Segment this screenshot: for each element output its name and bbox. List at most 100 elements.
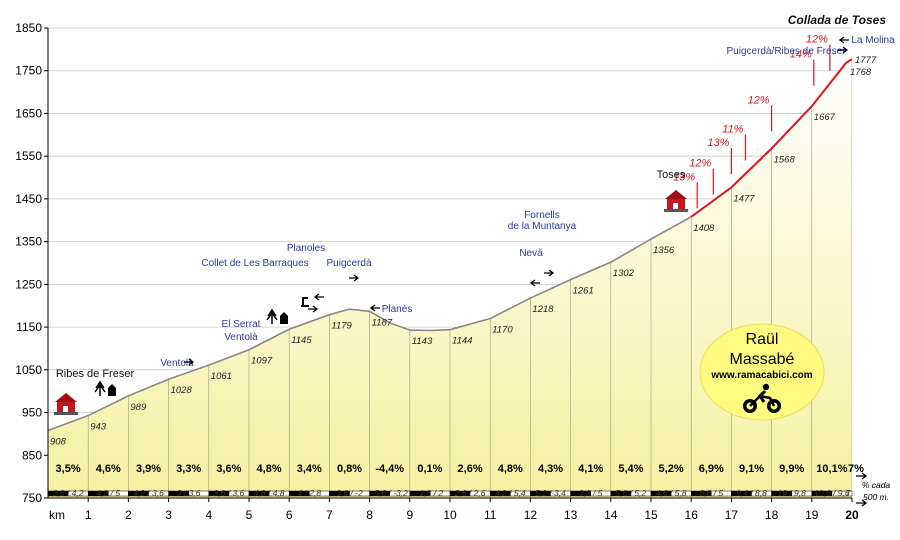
altitude-label: 1667 [814,112,836,123]
half-km-gradient: 3,2 / 5 [579,488,603,498]
altitude-label: 1145 [291,335,312,346]
campsite-icon [94,380,116,396]
steep-section-line [690,58,853,218]
half-km-gradient: 5,2 / 3,4 [535,488,566,498]
altitude-label: 1097 [251,356,273,367]
x-tick-label: 6 [286,508,293,522]
place-label: Ribes de Freser [56,368,135,380]
half-km-gradient: 4,2 / 5,4 [495,488,526,498]
place-arrow [529,279,540,287]
y-tick-label: 1650 [15,106,42,120]
x-tick-label: 12 [524,508,538,522]
ramp-label: 11% [722,123,743,135]
x-tick-label: 20 [845,508,859,522]
altitude-label: 1568 [774,154,796,165]
altitude-label: 1408 [693,223,715,234]
x-tick-label: 7 [326,508,333,522]
altitude-label: 1356 [653,245,675,256]
x-tick-label: 19 [805,508,819,522]
house-door [673,203,678,209]
segment-gradient: 4,8% [498,463,523,475]
ramp-label: 13% [707,137,729,149]
segment-gradient: 0,8% [337,463,362,475]
altitude-label: 1777 [855,55,877,66]
altitude-labels: 908 943 989 1028 1061 1097 1145 1179 1187 1143 114… [50,55,877,447]
y-tick-label: 1450 [15,192,42,206]
segment-gradient: 10,1% [816,463,847,475]
y-tick-label: 750 [22,491,42,505]
altitude-label: 1261 [573,286,594,297]
altitude-label: 1477 [733,193,755,204]
ramp-label: 12% [748,94,770,106]
house-base [664,209,688,212]
y-tick-label: 1350 [15,235,42,249]
x-tick-label: 3 [165,508,172,522]
half-km-gradient: 3,6 / 3,6 [214,488,245,498]
half-km-gradient: 5,6 / 5,2 [616,488,647,498]
tree [266,308,278,324]
altitude-label: 1144 [452,336,472,347]
half-km-note: 500 m. [863,492,889,502]
place-arrow [313,293,324,301]
note-arrow [856,472,868,480]
place-label: Planoles [287,243,325,254]
x-tick-label: 10 [443,508,457,522]
tree [94,380,106,396]
x-tick-label: 2 [125,508,132,522]
half-km-gradient: -1,8 / 2 [417,488,444,498]
x-tick-label: 14 [604,508,618,522]
altitude-label: 1028 [171,385,193,396]
half-km-gradient: 7 [846,488,851,498]
x-tick-label: 16 [685,508,699,522]
x-tick-label: 1 [85,508,92,522]
place-arrow [838,46,849,54]
segment-gradient: 3,3% [176,463,201,475]
badge-url[interactable]: www.ramacabici.com [710,370,812,381]
half-km-gradient: 3,6 / -2 [336,488,363,498]
y-tick-label: 1250 [15,277,42,291]
segment-gradient: 6,9% [699,463,724,475]
segment-gradient: 3,9% [136,463,161,475]
place-label: Planès [382,304,413,315]
author-badge[interactable]: Raül Massabé www.ramacabici.com [699,323,825,421]
half-km-gradient: 4,2 / 5 [96,488,120,498]
badge-name-line1: Raül [746,331,779,348]
x-tick-label: 9 [406,508,413,522]
x-tick-label: 5 [246,508,253,522]
place-arrow [184,358,195,366]
half-km-gradient: 4 / 2,8 [297,488,321,498]
altitude-label: 1768 [850,67,872,78]
house-roof [55,393,77,402]
badge-name-line2: Massabé [730,351,795,368]
segment-gradient: 4,1% [578,463,603,475]
half-km-gradient: 2,6 / 2,6 [454,488,486,498]
viewpoint-icon [301,297,309,307]
x-tick-label: 15 [644,508,658,522]
altitude-label: 943 [90,422,107,433]
segment-gradient: 5,2% [659,463,684,475]
axes: 7508509501050115012501350145015501650175… [15,21,859,522]
y-tick-label: 1150 [16,320,42,334]
x-tick-label: 8 [366,508,373,522]
x-tick-label: 18 [765,508,779,522]
half-km-scale-bar [831,490,853,497]
segment-gradient: 9,9% [779,463,804,475]
place-arrow [308,305,319,313]
half-km-gradient: 4,8 / 4,8 [254,488,285,498]
half-km-gradient: 2,8 / 4,2 [52,488,84,498]
place-label: El Serrat [222,319,261,330]
badge-background [699,323,825,421]
altitude-label: 989 [130,402,147,413]
half-km-note: % cada [862,480,891,490]
campsite-icon [266,308,288,324]
y-tick-label: 1050 [15,363,42,377]
altitude-label: 908 [50,436,67,447]
x-axis-label: km [49,508,65,522]
place-label: Collet de Les Barraques [201,258,308,269]
house-base [54,412,78,415]
x-tick-label: 4 [205,508,212,522]
village-icon [664,190,688,212]
hut [108,384,116,396]
half-km-gradient: 10,6 / 9,6 [814,488,850,498]
gradient-band: 3,5% 4,6% 3,9% 3,3% 3,6% 4,8% 3,4% 0,8% -4,4% 0,1… [52,463,891,507]
